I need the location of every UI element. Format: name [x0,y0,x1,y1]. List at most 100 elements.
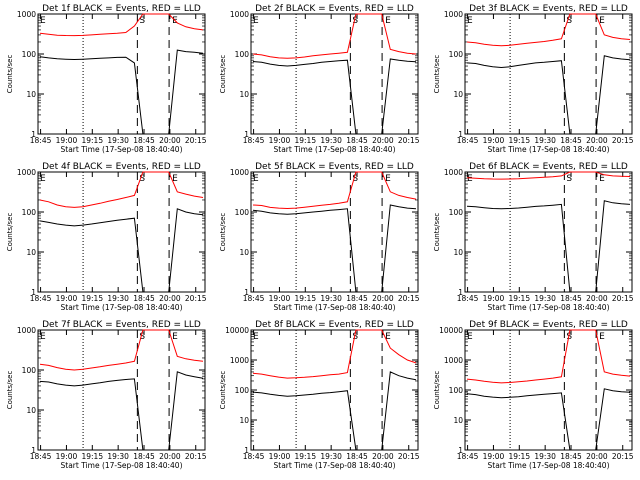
x-tick-label: 18:45 [243,452,265,461]
x-tick-label: 18:45 [243,294,265,303]
event-mark: S [139,332,145,342]
x-tick-label: 19:15 [81,452,103,461]
x-tick-label: 19:00 [269,294,291,303]
chart-panel-9: Det 9f BLACK = Events, RED = LLD 1 10 100 10… [433,320,634,470]
x-tick-label: 18:45 [457,136,479,145]
panel-title: Det 9f BLACK = Events, RED = LLD [469,320,628,330]
event-mark: E [385,332,391,342]
y-tick-label: 1000 [444,168,463,177]
x-tick-label: 18:45 [346,294,368,303]
y-tick-label: 10000 [225,326,249,335]
y-tick-label: 100 [22,50,37,59]
chart-panel-1: Det 1f BLACK = Events, RED = LLD 1 10 100 10… [6,4,207,154]
x-axis-label: Start Time (17-Sep-08 18:40:40) [488,145,610,154]
x-tick-label: 19:30 [534,294,556,303]
event-mark: S [139,174,145,184]
chart-panel-2: Det 2f BLACK = Events, RED = LLD 1 10 100 10… [219,4,420,154]
event-mark: E [253,174,259,184]
event-mark: S [352,16,358,26]
series-line-lld [252,329,417,379]
panel-title: Det 7f BLACK = Events, RED = LLD [42,320,201,330]
y-tick-label: 100 [449,208,464,217]
x-tick-label: 18:45 [560,136,582,145]
x-tick-label: 20:00 [586,452,608,461]
y-tick-label: 1000 [444,10,463,19]
chart-panel-5: Det 5f BLACK = Events, RED = LLD 1 10 100 10… [219,162,420,312]
x-tick-label: 18:45 [30,452,52,461]
x-tick-label: 19:00 [269,136,291,145]
series-line-events [39,371,204,451]
x-tick-label: 19:15 [508,136,530,145]
y-tick-label: 1 [458,130,463,139]
chart-panel-3: Det 3f BLACK = Events, RED = LLD 1 10 100 10… [433,4,634,154]
series-line-events [252,58,417,135]
plot-frame [250,329,419,451]
y-tick-label: 1 [31,288,36,297]
y-tick-label: 100 [22,208,37,217]
y-tick-label: 1000 [444,356,463,365]
event-mark: S [352,332,358,342]
series-line-events [39,208,204,293]
y-tick-label: 100 [235,208,250,217]
event-mark: E [253,16,259,26]
series-line-lld [466,171,631,180]
series-line-lld [39,171,204,208]
y-axis-label: Counts/sec [219,55,227,94]
plot-frame [37,329,206,451]
event-mark: S [566,174,572,184]
y-tick-label: 10 [26,248,36,257]
x-tick-label: 19:15 [81,294,103,303]
event-mark: E [467,174,473,184]
x-tick-label: 18:45 [133,452,155,461]
x-tick-label: 18:45 [560,294,582,303]
plot-frame [250,13,419,135]
y-tick-label: 10 [453,416,463,425]
x-tick-label: 20:15 [612,452,634,461]
y-axis-label: Counts/sec [6,371,14,410]
y-tick-label: 1000 [17,10,36,19]
y-tick-label: 1000 [17,326,36,335]
x-tick-label: 18:45 [346,136,368,145]
event-mark: E [467,332,473,342]
y-tick-label: 100 [235,50,250,59]
y-tick-label: 1000 [230,10,249,19]
chart-panel-4: Det 4f BLACK = Events, RED = LLD 1 10 100 10… [6,162,207,312]
x-tick-label: 20:15 [185,136,207,145]
panel-title: Det 2f BLACK = Events, RED = LLD [255,4,414,14]
x-tick-label: 19:30 [320,294,342,303]
x-tick-label: 18:45 [30,136,52,145]
plot-frame [250,171,419,293]
panel-title: Det 8f BLACK = Events, RED = LLD [255,320,414,330]
event-mark: E [172,332,178,342]
x-tick-label: 19:00 [269,452,291,461]
x-tick-label: 19:15 [294,452,316,461]
event-mark: S [352,174,358,184]
series-line-events [466,55,631,135]
x-tick-label: 18:45 [133,136,155,145]
panel-title: Det 1f BLACK = Events, RED = LLD [42,4,201,14]
x-tick-label: 19:15 [508,294,530,303]
event-mark: S [566,16,572,26]
series-line-lld [252,171,417,210]
y-tick-label: 100 [235,386,250,395]
x-tick-label: 19:15 [294,136,316,145]
series-line-events [39,49,204,135]
x-tick-label: 20:00 [159,294,181,303]
y-axis-label: Counts/sec [433,213,441,252]
y-tick-label: 10 [453,248,463,257]
y-tick-label: 100 [22,366,37,375]
y-tick-label: 10 [239,248,249,257]
event-mark: E [40,16,46,26]
y-tick-label: 10 [239,416,249,425]
y-axis-label: Counts/sec [219,371,227,410]
y-tick-label: 10 [26,90,36,99]
plot-frame [464,329,633,451]
x-axis-label: Start Time (17-Sep-08 18:40:40) [488,303,610,312]
y-tick-label: 1 [244,130,249,139]
series-line-lld [466,329,631,384]
x-tick-label: 20:00 [372,452,394,461]
event-mark: S [566,332,572,342]
event-mark: E [385,174,391,184]
x-tick-label: 19:30 [320,136,342,145]
